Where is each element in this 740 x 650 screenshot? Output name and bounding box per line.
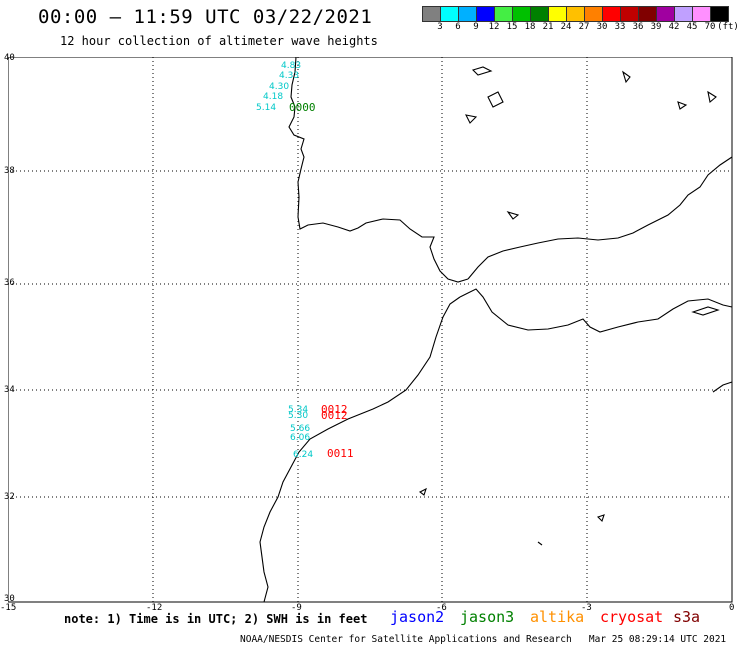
lat-tick: 40 xyxy=(4,53,15,63)
lon-tick: 0 xyxy=(729,603,735,613)
track-times: 0000 0012 0012 0011 xyxy=(289,101,354,460)
wave-label: 5.34 xyxy=(288,405,308,415)
colorbar-label: 12 xyxy=(488,22,500,32)
colorbar-label: 39 xyxy=(650,22,662,32)
colorbar-label: 6 xyxy=(455,22,461,32)
colorbar-label: 15 xyxy=(506,22,518,32)
colorbar-swatch xyxy=(710,6,729,22)
colorbar-label: 70 xyxy=(704,22,716,32)
lon-tick: -6 xyxy=(436,603,447,613)
wave-label: 5.14 xyxy=(256,103,276,113)
wave-labels-cyan: 4.83 4.33 4.30 4.18 5.14 5.34 5.30 5.66 … xyxy=(256,61,313,460)
colorbar-swatch xyxy=(674,6,693,22)
map-frame xyxy=(8,57,733,603)
wave-height-colorbar xyxy=(422,6,729,22)
colorbar-swatch xyxy=(548,6,567,22)
sat-s3a: s3a xyxy=(673,608,701,626)
colorbar-label: 27 xyxy=(578,22,590,32)
lat-tick: 34 xyxy=(4,385,15,395)
wave-label: 4.30 xyxy=(269,82,289,92)
sat-jason2: jason2 xyxy=(390,608,445,626)
colorbar-label: 33 xyxy=(614,22,626,32)
colorbar-swatch xyxy=(620,6,639,22)
colorbar-swatch xyxy=(656,6,675,22)
sat-jason3: jason3 xyxy=(460,608,515,626)
wave-label: 6.24 xyxy=(293,450,313,460)
colorbar-label: 24 xyxy=(560,22,572,32)
colorbar-label: (ft) xyxy=(717,22,739,32)
wave-label: 4.18 xyxy=(263,92,283,102)
map-subtitle: 12 hour collection of altimeter wave hei… xyxy=(60,34,378,48)
colorbar-swatch xyxy=(692,6,711,22)
colorbar-swatch xyxy=(530,6,549,22)
time-label: 0012 xyxy=(321,403,348,416)
footer-credit: NOAA/NESDIS Center for Satellite Applica… xyxy=(240,634,727,645)
colorbar-label: 9 xyxy=(473,22,479,32)
colorbar-label: 3 xyxy=(437,22,443,32)
colorbar-label: 18 xyxy=(524,22,536,32)
colorbar-swatch xyxy=(638,6,657,22)
colorbar-label: 45 xyxy=(686,22,698,32)
colorbar-swatch xyxy=(440,6,459,22)
sat-cryosat: cryosat xyxy=(600,608,664,626)
colorbar-swatch xyxy=(602,6,621,22)
lat-tick: 30 xyxy=(4,594,15,604)
colorbar-labels: 3 6 9 12 15 18 21 24 27 30 33 36 39 42 45 70 (ft) xyxy=(422,22,740,34)
altimeter-map: 4.83 4.33 4.30 4.18 5.14 5.34 5.30 5.66 … xyxy=(8,57,733,603)
footer-note: note: 1) Time is in UTC; 2) SWH is in fe… xyxy=(64,612,368,626)
lon-tick: -3 xyxy=(581,603,592,613)
colorbar-label: 36 xyxy=(632,22,644,32)
wave-label: 5.30 xyxy=(288,411,308,421)
wave-label: 4.83 xyxy=(281,61,301,71)
colorbar-swatch xyxy=(422,6,441,22)
time-label: 0012 xyxy=(321,409,348,422)
lon-tick: -15 xyxy=(0,603,17,613)
colorbar-label: 30 xyxy=(596,22,608,32)
lat-tick: 36 xyxy=(4,278,15,288)
map-title: 00:00 – 11:59 UTC 03/22/2021 xyxy=(38,6,373,28)
lat-tick: 38 xyxy=(4,166,15,176)
colorbar-swatch xyxy=(566,6,585,22)
colorbar-swatch xyxy=(494,6,513,22)
lon-tick: -9 xyxy=(291,603,302,613)
wave-label: 5.66 xyxy=(290,424,310,434)
colorbar-swatch xyxy=(512,6,531,22)
wave-label: 6.06 xyxy=(290,433,310,443)
colorbar-label: 21 xyxy=(542,22,554,32)
colorbar-swatch xyxy=(476,6,495,22)
coastline xyxy=(259,57,733,603)
lat-tick: 32 xyxy=(4,492,15,502)
time-label: 0000 xyxy=(289,101,316,114)
colorbar-label: 42 xyxy=(668,22,680,32)
time-label: 0011 xyxy=(327,447,354,460)
colorbar-swatch xyxy=(584,6,603,22)
lon-tick: -12 xyxy=(146,603,163,613)
wave-label: 4.33 xyxy=(279,71,299,81)
map-grid xyxy=(8,57,732,602)
colorbar-swatch xyxy=(458,6,477,22)
sat-altika: altika xyxy=(530,608,585,626)
